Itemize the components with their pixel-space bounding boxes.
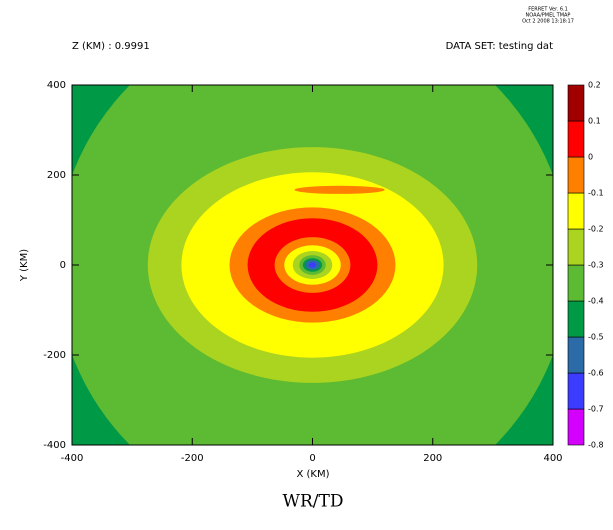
colorbar-swatch — [567, 372, 585, 410]
colorbar-label: 0 — [588, 153, 593, 162]
header-line: Oct 2 2008 13:18:17 — [522, 19, 574, 25]
colorbar-label: -0.4 — [588, 297, 604, 306]
x-tick-label: 200 — [423, 453, 442, 464]
colorbar-label: -0.3 — [588, 261, 604, 270]
colorbar-swatch — [567, 336, 585, 374]
y-tick-label: 400 — [47, 80, 66, 91]
y-tick-label: 200 — [47, 170, 66, 181]
colorbar-label: -0.2 — [588, 225, 604, 234]
x-tick-label: 400 — [543, 453, 562, 464]
colorbar-swatch — [567, 84, 585, 122]
header-line: FERRET Ver. 6.1 — [528, 7, 568, 13]
y-tick-label: -200 — [43, 350, 66, 361]
colorbar-swatch — [567, 120, 585, 158]
y-tick-label: -400 — [43, 440, 66, 451]
colorbar-swatch — [567, 408, 585, 446]
colorbar-label: -0.8 — [588, 441, 604, 450]
right-label: DATA SET: testing dat — [446, 41, 553, 52]
x-tick-label: -200 — [181, 453, 204, 464]
x-tick-label: 0 — [309, 453, 315, 464]
contour-region — [308, 262, 317, 268]
y-axis-label: Y (KM) — [19, 249, 30, 282]
colorbar-swatch — [567, 192, 585, 230]
plot-area — [72, 85, 553, 445]
colorbar-label: -0.6 — [588, 369, 604, 378]
chart-title: WR/TD — [283, 492, 344, 512]
x-tick-label: -400 — [61, 453, 84, 464]
left-label: Z (KM) : 0.9991 — [72, 41, 150, 52]
colorbar-label: 0.2 — [588, 81, 601, 90]
x-axis-label: X (KM) — [296, 469, 329, 480]
axes: -400 -200 0 200 400 -400 -200 0 200 400 -0.8 -0.7 -0… — [43, 80, 603, 464]
header-line: NOAA/PMEL TMAP — [526, 13, 571, 19]
colorbar-swatch — [567, 228, 585, 266]
colorbar-swatch — [567, 264, 585, 302]
colorbar-swatch — [567, 156, 585, 194]
y-tick-label: 0 — [60, 260, 66, 271]
colorbar-swatch — [567, 300, 585, 338]
colorbar-label: -0.7 — [588, 405, 604, 414]
colorbar-label: -0.1 — [588, 189, 604, 198]
colorbar-label: -0.5 — [588, 333, 604, 342]
contour-region — [294, 185, 385, 194]
colorbar-label: 0.1 — [588, 117, 601, 126]
